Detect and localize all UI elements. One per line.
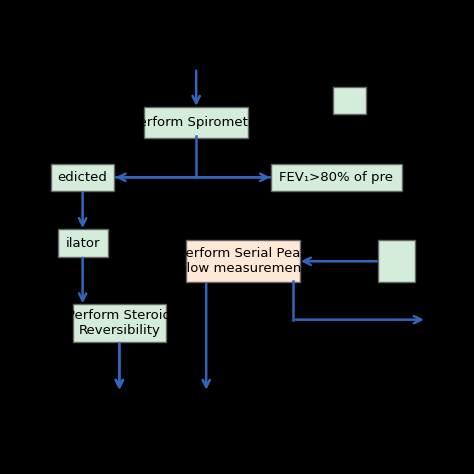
- FancyBboxPatch shape: [333, 87, 366, 114]
- Text: Perform Spirometry: Perform Spirometry: [131, 116, 261, 129]
- FancyBboxPatch shape: [51, 164, 114, 191]
- FancyBboxPatch shape: [186, 240, 300, 282]
- FancyBboxPatch shape: [271, 164, 401, 191]
- FancyBboxPatch shape: [378, 240, 415, 282]
- Text: FEV₁>80% of pre: FEV₁>80% of pre: [280, 171, 393, 184]
- FancyBboxPatch shape: [73, 304, 166, 343]
- Text: ilator: ilator: [65, 237, 100, 249]
- Text: Perform Serial Peak
Flow measurement: Perform Serial Peak Flow measurement: [178, 247, 308, 275]
- FancyBboxPatch shape: [57, 229, 108, 257]
- Text: edicted: edicted: [58, 171, 108, 184]
- FancyBboxPatch shape: [145, 107, 248, 138]
- Text: Perform Steroid
Reversibility: Perform Steroid Reversibility: [67, 310, 172, 337]
